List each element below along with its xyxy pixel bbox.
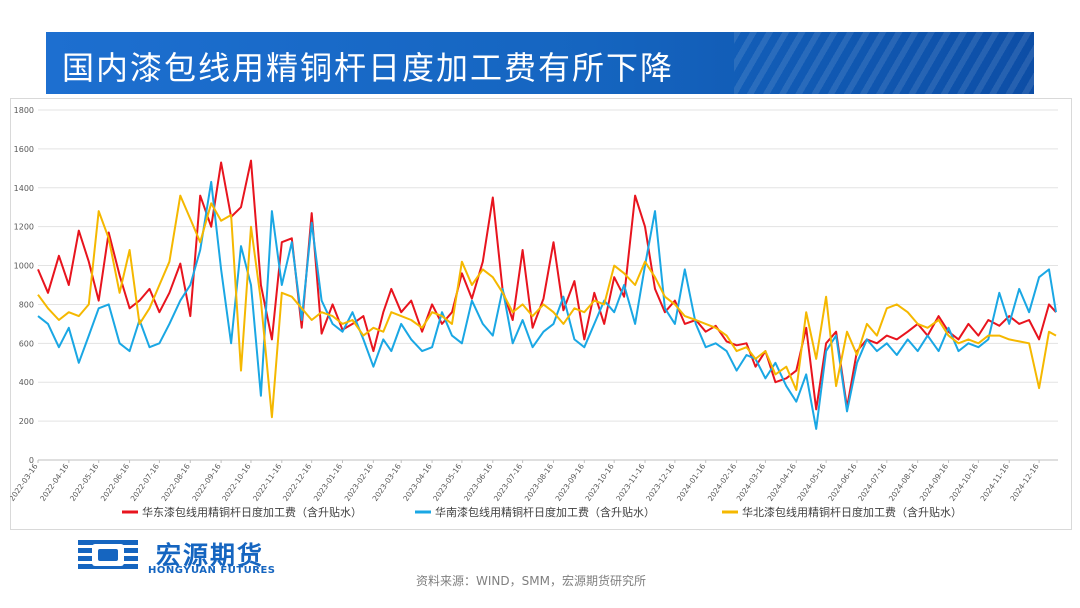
- banner-stripes: [734, 32, 1034, 94]
- x-tick-label-10: 2023-01-16: [312, 462, 345, 503]
- x-tick-label-2: 2022-05-16: [68, 462, 101, 503]
- line-chart: 0 200 400 600 800 1000 1200 1400 1600 1800 2022-03…: [10, 106, 1058, 519]
- data-source-note: 资料来源：WIND，SMM，宏源期货研究所: [416, 574, 646, 588]
- x-tick-label-7: 2022-10-16: [220, 462, 253, 503]
- company-logo: 宏源期货 HONGYUAN FUTURES: [76, 534, 316, 578]
- logo-english-name: HONGYUAN FUTURES: [148, 565, 276, 576]
- x-tick-label-8: 2022-11-16: [251, 462, 284, 503]
- x-tick-label-4: 2022-07-16: [129, 462, 162, 503]
- x-tick-label-16: 2023-07-16: [492, 462, 525, 503]
- x-tick-label-9: 2022-12-16: [281, 462, 314, 503]
- x-tick-label-1: 2022-04-16: [38, 462, 71, 503]
- series-line-0: [37, 159, 1057, 411]
- x-tick-label-23: 2024-02-16: [706, 462, 739, 503]
- x-tick-label-5: 2022-08-16: [160, 462, 193, 503]
- x-tick-label-15: 2023-06-16: [462, 462, 495, 503]
- series-line-1: [37, 180, 1057, 430]
- legend-label-0: 华东漆包线用精铜杆日度加工费（含升贴水）: [142, 505, 362, 519]
- y-tick-label-9: 1800: [14, 106, 34, 115]
- x-tick-label-25: 2024-04-16: [766, 462, 799, 503]
- series-line-2: [37, 194, 1057, 419]
- y-tick-label-1: 200: [19, 417, 34, 426]
- y-tick-label-3: 600: [19, 339, 34, 348]
- y-tick-label-4: 800: [19, 300, 34, 309]
- x-tick-label-0: 2022-03-16: [10, 462, 40, 503]
- y-tick-label-6: 1200: [14, 223, 34, 232]
- x-tick-label-14: 2023-05-16: [431, 462, 464, 503]
- x-tick-label-21: 2023-12-16: [644, 462, 677, 503]
- x-tick-label-20: 2023-11-16: [614, 462, 647, 503]
- legend-label-1: 华南漆包线用精铜杆日度加工费（含升贴水）: [435, 505, 655, 519]
- x-tick-label-32: 2024-11-16: [979, 462, 1012, 503]
- y-tick-label-2: 400: [19, 378, 34, 387]
- x-tick-label-3: 2022-06-16: [99, 462, 132, 503]
- x-tick-label-19: 2023-10-16: [583, 462, 616, 503]
- x-tick-label-27: 2024-06-16: [826, 462, 859, 503]
- x-tick-label-31: 2024-10-16: [948, 462, 981, 503]
- x-tick-label-33: 2024-12-16: [1008, 462, 1041, 503]
- x-tick-label-6: 2022-09-16: [190, 462, 223, 503]
- logo-chinese-name: 宏源期货: [156, 541, 265, 570]
- logo-emblem-icon: [78, 540, 138, 569]
- x-tick-label-29: 2024-08-16: [887, 462, 920, 503]
- x-tick-label-18: 2023-09-16: [554, 462, 587, 503]
- x-tick-label-12: 2023-03-16: [370, 462, 403, 503]
- x-tick-label-13: 2023-04-16: [401, 462, 434, 503]
- x-tick-label-24: 2024-03-16: [735, 462, 768, 503]
- x-tick-label-28: 2024-07-16: [856, 462, 889, 503]
- y-tick-label-0: 0: [29, 456, 34, 465]
- y-tick-label-7: 1400: [14, 184, 34, 193]
- chart-frame: [10, 98, 1072, 530]
- x-tick-label-17: 2023-08-16: [523, 462, 556, 503]
- page-title: 国内漆包线用精铜杆日度加工费有所下降: [62, 49, 675, 87]
- title-banner: 国内漆包线用精铜杆日度加工费有所下降: [46, 32, 1034, 94]
- x-tick-label-26: 2024-05-16: [795, 462, 828, 503]
- y-tick-label-8: 1600: [14, 145, 34, 154]
- legend-label-2: 华北漆包线用精铜杆日度加工费（含升贴水）: [742, 505, 962, 519]
- x-tick-label-30: 2024-09-16: [918, 462, 951, 503]
- x-tick-label-22: 2024-01-16: [675, 462, 708, 503]
- y-tick-label-5: 1000: [14, 262, 34, 271]
